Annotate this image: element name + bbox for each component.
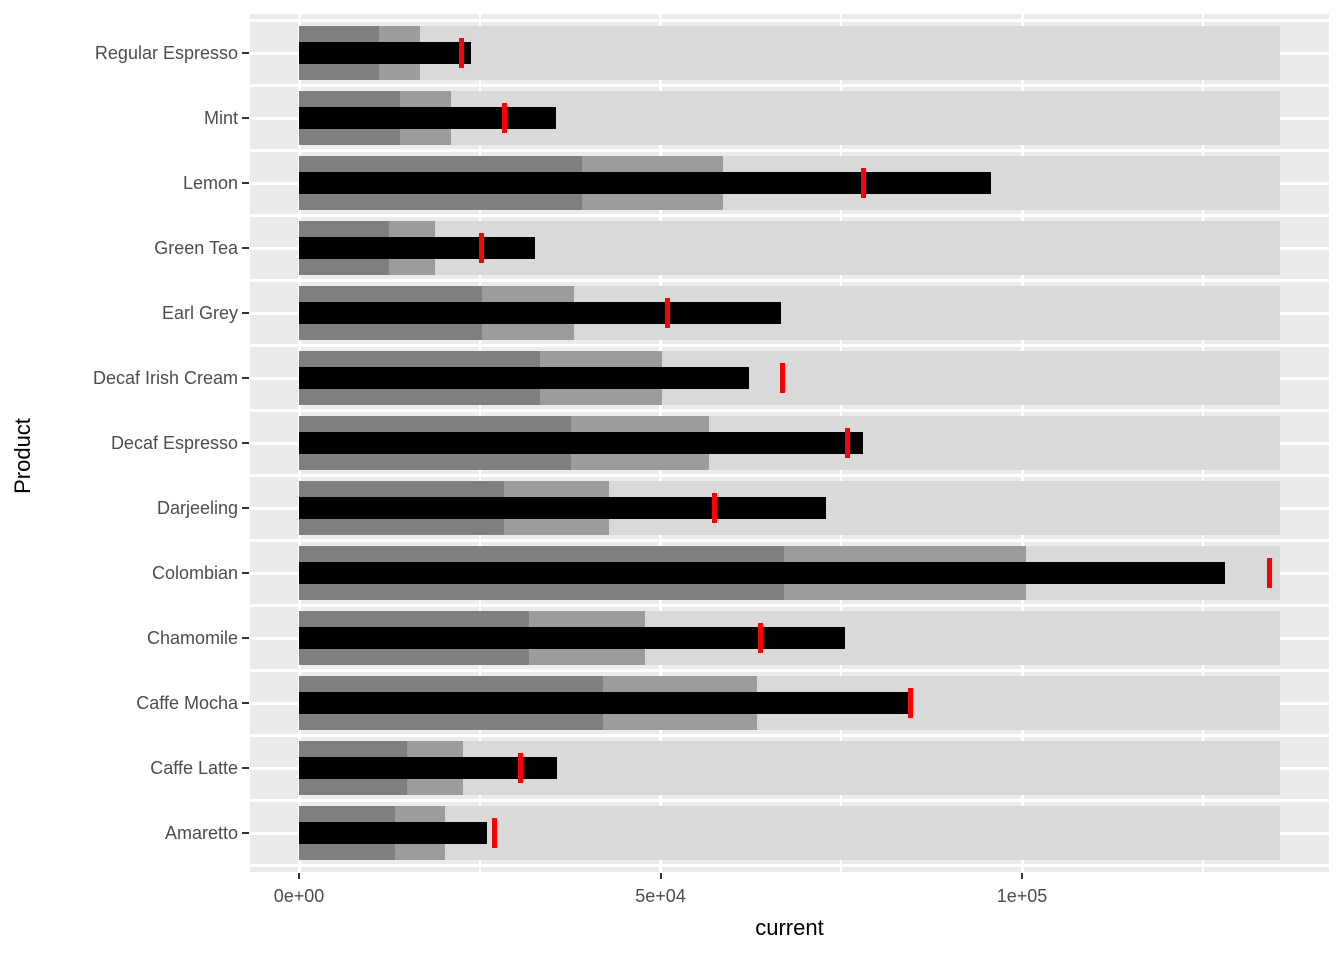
x-tick-label: 5e+04 — [635, 886, 686, 906]
x-tick-mark — [659, 873, 662, 879]
minor-gridline-horizontal — [250, 409, 1329, 412]
y-tick-mark — [242, 117, 249, 119]
target-marker — [711, 493, 717, 523]
y-tick-label: Earl Grey — [161, 303, 238, 323]
y-tick-label: Caffe Mocha — [136, 693, 238, 713]
y-axis-title: Product — [10, 418, 35, 494]
minor-gridline-horizontal — [250, 344, 1329, 347]
y-tick-label: Darjeeling — [156, 498, 238, 518]
target-marker — [478, 233, 484, 263]
measure-bar — [299, 302, 782, 324]
measure-bar — [299, 497, 827, 519]
y-tick-label: Amaretto — [164, 823, 238, 843]
minor-gridline-horizontal — [250, 669, 1329, 672]
minor-gridline-horizontal — [250, 734, 1329, 737]
measure-bar — [299, 172, 991, 194]
target-marker — [664, 298, 670, 328]
y-tick-mark — [242, 637, 249, 639]
y-tick-mark — [242, 247, 249, 249]
minor-gridline-horizontal — [250, 214, 1329, 217]
target-marker — [501, 103, 507, 133]
measure-bar — [299, 107, 557, 129]
x-axis-title: current — [755, 915, 824, 940]
measure-bar — [299, 432, 863, 454]
y-tick-mark — [242, 182, 249, 184]
y-tick-mark — [242, 312, 249, 314]
y-tick-label: Decaf Irish Cream — [92, 368, 238, 388]
y-tick-label: Regular Espresso — [94, 43, 238, 63]
y-tick-mark — [242, 572, 249, 574]
x-tick-mark — [298, 873, 300, 879]
minor-gridline-horizontal — [250, 474, 1329, 477]
minor-gridline-horizontal — [250, 539, 1329, 542]
minor-gridline-horizontal — [250, 604, 1329, 607]
measure-bar — [299, 42, 472, 64]
measure-bar — [299, 237, 535, 259]
measure-bar — [299, 757, 558, 779]
y-tick-label: Caffe Latte — [150, 758, 238, 778]
target-marker — [757, 623, 763, 653]
minor-gridline-horizontal — [250, 149, 1329, 152]
x-tick-mark — [1021, 873, 1023, 879]
minor-gridline-horizontal — [250, 84, 1329, 87]
y-tick-mark — [242, 52, 249, 54]
y-tick-mark — [242, 702, 249, 704]
target-marker — [1266, 558, 1272, 588]
target-marker — [459, 38, 465, 68]
y-tick-label: Colombian — [151, 563, 238, 583]
measure-bar — [299, 822, 487, 844]
measure-bar — [299, 627, 845, 649]
y-tick-mark — [242, 442, 249, 444]
minor-gridline-horizontal — [250, 799, 1329, 802]
y-tick-label: Decaf Espresso — [110, 433, 238, 453]
measure-bar — [299, 692, 908, 714]
target-marker — [861, 168, 867, 198]
y-tick-mark — [242, 377, 249, 379]
target-marker — [780, 363, 786, 393]
x-tick-label: 0e+00 — [273, 886, 325, 906]
minor-gridline-horizontal — [250, 19, 1329, 22]
target-marker — [845, 428, 851, 458]
y-tick-label: Chamomile — [146, 628, 238, 648]
y-tick-label: Green Tea — [154, 238, 238, 258]
y-tick-mark — [242, 767, 249, 769]
measure-bar — [299, 367, 749, 389]
minor-gridline-horizontal — [250, 279, 1329, 282]
target-marker — [491, 818, 497, 848]
y-tick-mark — [242, 832, 249, 834]
y-tick-label: Mint — [203, 108, 238, 128]
measure-bar — [299, 562, 1226, 584]
target-marker — [908, 688, 914, 718]
y-tick-mark — [242, 507, 249, 509]
target-marker — [517, 753, 523, 783]
minor-gridline-horizontal — [250, 864, 1329, 867]
y-tick-label: Lemon — [182, 173, 238, 193]
x-tick-label: 1e+05 — [996, 886, 1048, 906]
plot-panel — [250, 14, 1329, 872]
